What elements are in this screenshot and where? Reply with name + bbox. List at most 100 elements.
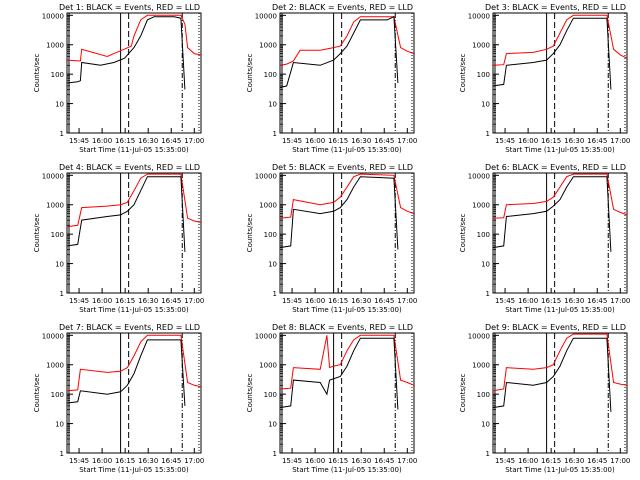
x-tick-label: 17:00 bbox=[397, 137, 417, 145]
x-tick-label: 16:30 bbox=[138, 297, 158, 305]
y-tick-label: 10 bbox=[268, 101, 277, 109]
x-tick-label: 15:45 bbox=[69, 297, 89, 305]
panel-7: Det 7: BLACK = Events, RED = LLD 1 10 100 10… bbox=[33, 323, 204, 474]
x-tick-label: 16:00 bbox=[305, 137, 325, 145]
y-axis-label: Counts/sec bbox=[33, 214, 41, 253]
plot-frame bbox=[279, 12, 415, 134]
x-tick-label: 16:30 bbox=[351, 137, 371, 145]
panel-title: Det 3: BLACK = Events, RED = LLD bbox=[485, 3, 626, 12]
x-axis-label: Start Time (11-Jul-05 15:35:00) bbox=[505, 306, 615, 314]
x-tick-label: 16:00 bbox=[518, 457, 538, 465]
y-tick-label: 100 bbox=[264, 71, 277, 79]
x-tick-label: 16:45 bbox=[161, 137, 181, 145]
y-tick-label: 1000 bbox=[472, 42, 490, 50]
panel-title: Det 4: BLACK = Events, RED = LLD bbox=[59, 163, 200, 172]
x-tick-label: 15:45 bbox=[495, 297, 515, 305]
series-events-line bbox=[492, 337, 612, 412]
x-tick-label: 16:30 bbox=[138, 137, 158, 145]
y-axis-label: Counts/sec bbox=[246, 54, 254, 93]
y-tick-label: 100 bbox=[51, 71, 64, 79]
series-lld-line bbox=[492, 333, 628, 392]
series-lld-line bbox=[279, 16, 415, 66]
x-tick-label: 16:15 bbox=[541, 297, 561, 305]
x-tick-label: 16:00 bbox=[305, 457, 325, 465]
series-lld-line bbox=[66, 334, 202, 392]
series-events-line bbox=[279, 176, 399, 250]
y-tick-label: 10000 bbox=[255, 12, 277, 20]
y-axis-label: Counts/sec bbox=[459, 54, 467, 93]
y-tick-label: 1000 bbox=[46, 202, 64, 210]
y-tick-label: 10 bbox=[481, 261, 490, 269]
x-axis-label: Start Time (11-Jul-05 15:35:00) bbox=[79, 466, 189, 474]
y-tick-label: 100 bbox=[264, 391, 277, 399]
panel-5: Det 5: BLACK = Events, RED = LLD 1 10 100 10… bbox=[246, 163, 417, 314]
y-tick-label: 1 bbox=[486, 450, 490, 458]
y-axis-label: Counts/sec bbox=[246, 374, 254, 413]
x-tick-label: 16:45 bbox=[374, 297, 394, 305]
y-axis-label: Counts/sec bbox=[33, 374, 41, 413]
y-tick-label: 10000 bbox=[42, 172, 64, 180]
x-tick-label: 16:15 bbox=[328, 297, 348, 305]
x-tick-label: 16:00 bbox=[518, 137, 538, 145]
y-tick-label: 1 bbox=[486, 290, 490, 298]
x-tick-label: 17:00 bbox=[610, 457, 630, 465]
plot-frame bbox=[66, 172, 202, 294]
y-tick-label: 10000 bbox=[468, 172, 490, 180]
series-events-line bbox=[66, 176, 186, 252]
y-tick-label: 1 bbox=[60, 450, 64, 458]
x-axis-label: Start Time (11-Jul-05 15:35:00) bbox=[292, 466, 402, 474]
panel-3: Det 3: BLACK = Events, RED = LLD 1 10 100 10… bbox=[459, 3, 630, 154]
series-events-line bbox=[279, 337, 399, 410]
x-tick-label: 17:00 bbox=[610, 297, 630, 305]
x-tick-label: 17:00 bbox=[184, 457, 204, 465]
panel-9: Det 9: BLACK = Events, RED = LLD 1 10 100 10… bbox=[459, 323, 630, 474]
x-tick-label: 15:45 bbox=[495, 457, 515, 465]
x-tick-label: 16:00 bbox=[92, 457, 112, 465]
y-tick-label: 10 bbox=[481, 101, 490, 109]
y-tick-label: 10 bbox=[481, 421, 490, 429]
y-tick-label: 1 bbox=[486, 130, 490, 138]
plot-frame bbox=[279, 172, 415, 294]
x-tick-label: 15:45 bbox=[282, 137, 302, 145]
plot-frame bbox=[66, 12, 202, 134]
y-tick-label: 1000 bbox=[259, 362, 277, 370]
x-tick-label: 16:15 bbox=[328, 457, 348, 465]
series-lld-line bbox=[279, 173, 415, 219]
plot-frame bbox=[279, 332, 415, 454]
x-tick-label: 17:00 bbox=[397, 297, 417, 305]
y-axis-label: Counts/sec bbox=[246, 214, 254, 253]
x-tick-label: 17:00 bbox=[184, 297, 204, 305]
panel-8: Det 8: BLACK = Events, RED = LLD 1 10 100 10… bbox=[246, 323, 417, 474]
x-tick-label: 16:45 bbox=[161, 297, 181, 305]
y-tick-label: 1 bbox=[60, 130, 64, 138]
plot-frame bbox=[492, 332, 628, 454]
y-tick-label: 10000 bbox=[255, 172, 277, 180]
x-tick-label: 16:00 bbox=[305, 297, 325, 305]
panel-2: Det 2: BLACK = Events, RED = LLD 1 10 100 10… bbox=[246, 3, 417, 154]
y-tick-label: 1 bbox=[273, 450, 277, 458]
x-axis-label: Start Time (11-Jul-05 15:35:00) bbox=[505, 466, 615, 474]
panel-title: Det 9: BLACK = Events, RED = LLD bbox=[485, 323, 626, 332]
y-tick-label: 1 bbox=[273, 290, 277, 298]
series-lld-line bbox=[66, 14, 202, 62]
y-tick-label: 10 bbox=[55, 261, 64, 269]
series-events-line bbox=[66, 339, 186, 406]
x-tick-label: 16:15 bbox=[115, 457, 135, 465]
x-tick-label: 17:00 bbox=[397, 457, 417, 465]
x-tick-label: 16:45 bbox=[587, 137, 607, 145]
x-tick-label: 15:45 bbox=[282, 457, 302, 465]
series-events-line bbox=[66, 16, 186, 90]
panel-title: Det 8: BLACK = Events, RED = LLD bbox=[272, 323, 413, 332]
panel-title: Det 5: BLACK = Events, RED = LLD bbox=[272, 163, 413, 172]
x-tick-label: 15:45 bbox=[495, 137, 515, 145]
y-tick-label: 1000 bbox=[259, 202, 277, 210]
y-tick-label: 100 bbox=[477, 231, 490, 239]
x-tick-label: 16:30 bbox=[564, 137, 584, 145]
x-tick-label: 17:00 bbox=[610, 137, 630, 145]
y-axis-label: Counts/sec bbox=[33, 54, 41, 93]
y-tick-label: 1000 bbox=[472, 362, 490, 370]
panel-title: Det 7: BLACK = Events, RED = LLD bbox=[59, 323, 200, 332]
x-axis-label: Start Time (11-Jul-05 15:35:00) bbox=[79, 306, 189, 314]
series-lld-line bbox=[66, 173, 202, 228]
